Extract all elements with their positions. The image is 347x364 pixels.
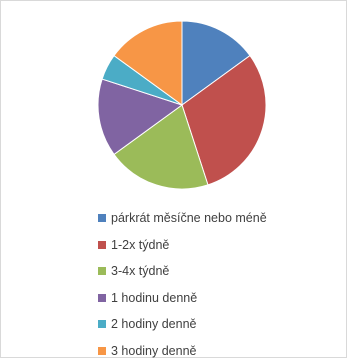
legend-item: párkrát měsíčne nebo méně bbox=[98, 205, 267, 232]
legend-item: 1 hodinu denně bbox=[98, 285, 267, 312]
legend-label: 1 hodinu denně bbox=[111, 291, 197, 305]
legend-swatch bbox=[98, 294, 106, 302]
legend-label: párkrát měsíčne nebo méně bbox=[111, 211, 267, 225]
legend-swatch bbox=[98, 320, 106, 328]
legend-item: 3 hodiny denně bbox=[98, 338, 267, 364]
legend-item: 3-4x týdně bbox=[98, 258, 267, 285]
legend-swatch bbox=[98, 267, 106, 275]
legend-swatch bbox=[98, 214, 106, 222]
legend-label: 2 hodiny denně bbox=[111, 317, 197, 331]
legend-label: 3-4x týdně bbox=[111, 264, 169, 278]
legend-item: 1-2x týdně bbox=[98, 232, 267, 259]
legend-label: 1-2x týdně bbox=[111, 238, 169, 252]
legend-label: 3 hodiny denně bbox=[111, 344, 197, 358]
legend: párkrát měsíčne nebo méně 1-2x týdně 3-4x … bbox=[98, 205, 267, 364]
legend-item: 2 hodiny denně bbox=[98, 311, 267, 338]
legend-swatch bbox=[98, 347, 106, 355]
legend-swatch bbox=[98, 241, 106, 249]
